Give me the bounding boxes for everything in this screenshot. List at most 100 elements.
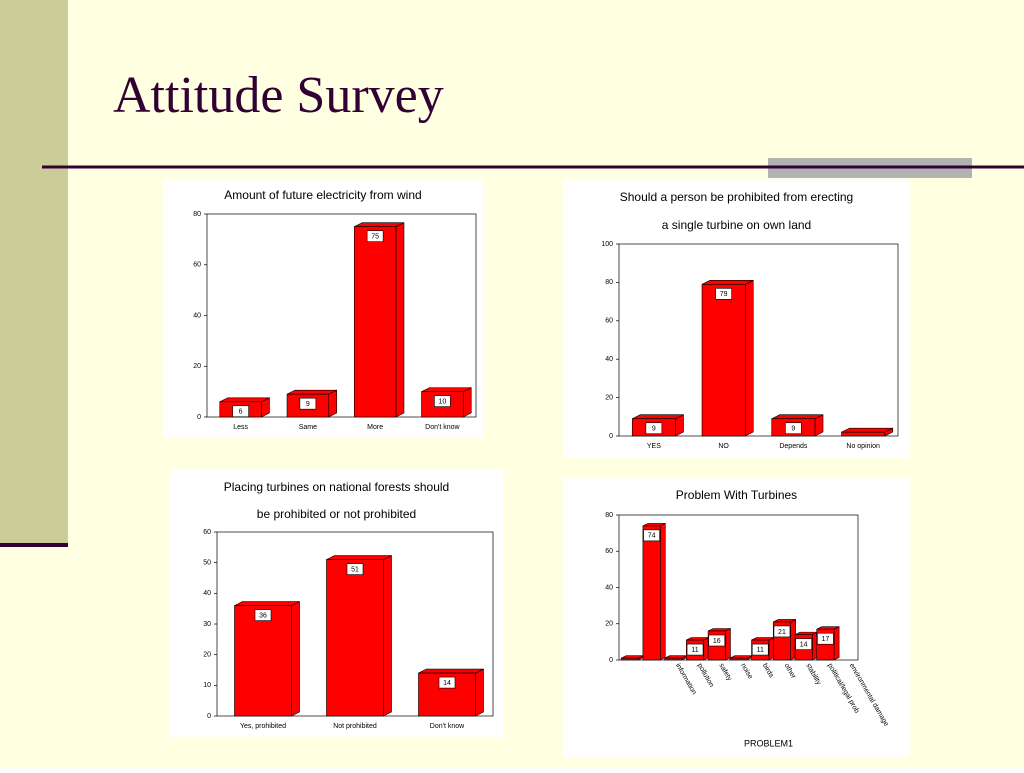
bar <box>729 657 748 661</box>
chart-title: Amount of future electricity from wind <box>224 188 421 202</box>
bar-top <box>286 389 337 395</box>
side-band <box>0 0 68 545</box>
x-tick-label: NO <box>718 443 729 450</box>
value-label: 17 <box>822 636 830 643</box>
bar-side <box>475 668 484 717</box>
y-tick-label: 30 <box>203 621 211 628</box>
x-tick-label: Don't know <box>425 424 460 431</box>
y-tick-label: 10 <box>203 682 211 689</box>
value-label: 74 <box>648 533 656 540</box>
value-label: 9 <box>306 401 310 408</box>
y-tick-label: 100 <box>601 241 613 248</box>
value-label-box <box>785 422 802 435</box>
y-tick-label: 40 <box>605 584 613 591</box>
y-tick-label: 60 <box>605 318 613 325</box>
bar <box>642 525 661 661</box>
value-label-box <box>645 422 663 435</box>
bar <box>353 226 397 418</box>
y-tick-label: 50 <box>203 560 211 567</box>
side-rule <box>0 543 68 547</box>
x-axis-label: PROBLEM1 <box>744 738 793 748</box>
bar-top <box>354 222 405 227</box>
value-label-box <box>254 609 272 621</box>
y-tick-label: 60 <box>605 548 613 555</box>
y-tick-label: 0 <box>609 433 613 440</box>
x-tick-label: More <box>367 424 383 431</box>
plot-frame <box>618 243 899 437</box>
chart-title: Placing turbines on national forests sho… <box>224 480 449 494</box>
bar <box>841 431 886 437</box>
value-label-box <box>686 643 704 656</box>
y-tick-label: 40 <box>193 312 201 319</box>
bar-side <box>659 522 666 661</box>
x-tick-label: No opinion <box>846 443 880 450</box>
chart-title: a single turbine on own land <box>662 218 811 232</box>
value-label-box <box>708 634 726 647</box>
value-label: 79 <box>720 291 728 298</box>
bar-top <box>418 668 484 674</box>
bar-top <box>841 427 893 433</box>
value-label-box <box>438 676 456 689</box>
bar <box>664 657 683 661</box>
slide-title: Attitude Survey <box>113 67 444 124</box>
y-tick-label: 40 <box>605 356 613 363</box>
x-tick-label: Same <box>299 424 317 431</box>
y-tick-label: 20 <box>605 394 613 401</box>
value-label-box <box>817 632 834 645</box>
value-label-box <box>299 397 317 410</box>
y-tick-label: 40 <box>203 590 211 597</box>
bar-top <box>632 414 684 420</box>
chart-panel <box>563 477 910 757</box>
x-tick-label: Don't know <box>430 723 465 730</box>
y-tick-label: 20 <box>605 621 613 628</box>
x-tick-label: Not prohibited <box>333 723 377 730</box>
bar-side <box>744 279 754 437</box>
bar-side <box>328 389 338 418</box>
value-label: 14 <box>800 641 808 648</box>
bar-side <box>462 387 472 418</box>
bar <box>620 657 639 661</box>
value-label: 75 <box>371 234 379 241</box>
chart-title: Should a person be prohibited from erect… <box>620 190 853 204</box>
bar-side <box>291 601 300 717</box>
bar <box>326 559 384 717</box>
bar-side <box>395 222 405 418</box>
value-label: 6 <box>239 409 243 416</box>
value-label: 10 <box>438 398 446 405</box>
bar-top <box>219 397 270 403</box>
value-label: 51 <box>351 566 359 573</box>
y-tick-label: 60 <box>203 529 211 536</box>
bar-top <box>771 414 824 420</box>
x-tick-label: Less <box>233 424 248 431</box>
y-tick-label: 80 <box>605 512 613 519</box>
bar-side <box>383 555 392 717</box>
value-label-box <box>795 638 812 650</box>
bar-top <box>701 280 754 285</box>
value-label-box <box>715 288 732 300</box>
value-label: 9 <box>652 426 656 433</box>
x-tick-label: Depends <box>779 443 808 450</box>
value-label-box <box>643 529 660 542</box>
value-label: 16 <box>713 638 721 645</box>
value-label: 11 <box>691 647 698 654</box>
value-label: 9 <box>791 426 795 433</box>
bar <box>701 284 746 437</box>
y-tick-label: 80 <box>605 279 613 286</box>
bar <box>234 605 292 717</box>
chart-title: be prohibited or not prohibited <box>257 507 416 521</box>
bar-top <box>421 387 472 392</box>
value-label: 11 <box>757 647 764 654</box>
value-label: 14 <box>443 680 451 687</box>
y-tick-label: 60 <box>193 262 201 269</box>
value-label: 36 <box>259 612 267 619</box>
bar-side <box>833 626 840 661</box>
value-label-box <box>434 395 451 407</box>
value-label-box <box>346 563 364 575</box>
value-label-box <box>232 405 249 418</box>
value-label-box <box>366 230 384 242</box>
y-tick-label: 20 <box>193 363 201 370</box>
bar-top <box>234 601 300 606</box>
value-label: 21 <box>778 629 786 636</box>
y-tick-label: 20 <box>203 652 211 659</box>
x-tick-label: Yes, prohibited <box>240 723 286 730</box>
